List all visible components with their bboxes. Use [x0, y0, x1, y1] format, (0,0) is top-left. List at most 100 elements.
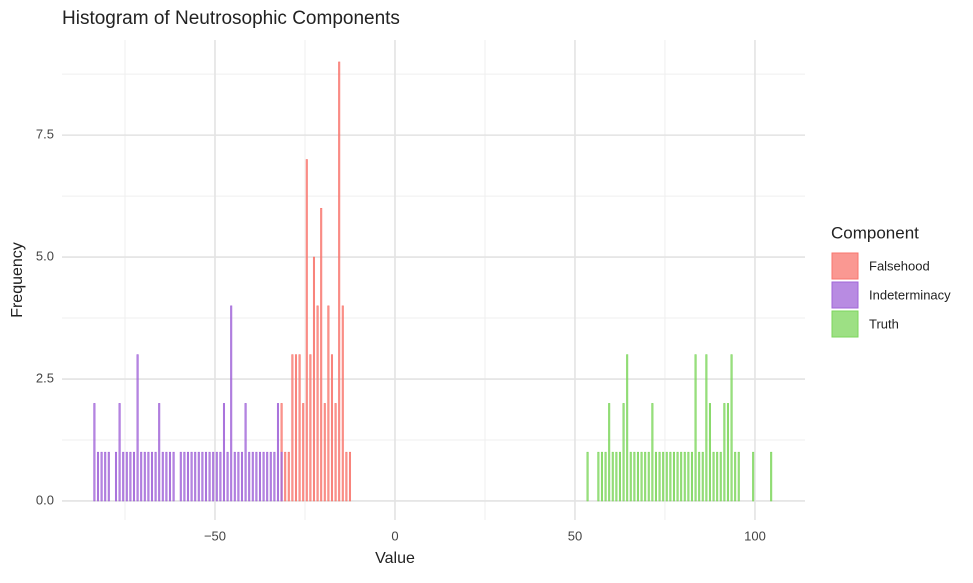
- bar: [201, 451, 204, 502]
- bar: [273, 451, 276, 502]
- legend-label: Truth: [869, 316, 899, 331]
- bar: [158, 403, 161, 502]
- bar: [204, 451, 208, 502]
- bar: [298, 354, 301, 502]
- x-tick-label: 50: [568, 528, 582, 543]
- bar: [96, 451, 100, 502]
- bar: [716, 451, 719, 502]
- chart-title: Histogram of Neutrosophic Components: [62, 8, 400, 29]
- bar: [719, 451, 722, 502]
- bar: [194, 451, 197, 502]
- x-tick-label: 100: [744, 528, 766, 543]
- bar: [676, 451, 679, 502]
- bar: [255, 451, 258, 502]
- y-tick-label: 2.5: [36, 370, 54, 385]
- bar: [312, 256, 316, 502]
- bar: [636, 451, 639, 502]
- bar: [280, 451, 283, 502]
- bar: [140, 451, 143, 502]
- bar: [626, 354, 629, 502]
- bar: [672, 451, 675, 502]
- bar: [611, 451, 614, 502]
- bar: [662, 451, 665, 502]
- bar: [287, 451, 290, 502]
- bar: [302, 403, 305, 502]
- bar: [316, 305, 319, 502]
- legend-key: [831, 281, 859, 309]
- bar: [222, 403, 226, 502]
- bar: [212, 451, 215, 502]
- bar: [348, 451, 352, 502]
- bar: [244, 403, 247, 502]
- bar: [136, 354, 139, 502]
- bar: [708, 403, 711, 502]
- bar: [122, 451, 125, 502]
- x-tick-label: 0: [391, 528, 398, 543]
- bar: [291, 354, 294, 502]
- bar: [294, 354, 298, 502]
- y-tick-label: 0.0: [36, 492, 54, 507]
- bar: [143, 451, 146, 502]
- bar: [658, 451, 661, 502]
- bar: [233, 451, 236, 502]
- bar: [608, 403, 611, 502]
- bar: [323, 403, 326, 502]
- bar: [172, 451, 175, 502]
- bar: [705, 354, 708, 502]
- bar: [240, 451, 244, 502]
- bar: [615, 451, 618, 502]
- bar: [161, 451, 164, 502]
- bar: [629, 451, 632, 502]
- bar: [147, 451, 150, 502]
- bar: [586, 451, 589, 502]
- bar: [669, 451, 672, 502]
- bar: [737, 451, 740, 502]
- bar: [622, 403, 625, 502]
- bar: [226, 451, 229, 502]
- bar: [309, 354, 312, 502]
- bar: [230, 305, 233, 502]
- legend-title: Component: [831, 223, 919, 242]
- bar: [680, 451, 683, 502]
- bar: [107, 451, 110, 502]
- bar: [219, 451, 222, 502]
- bar: [197, 451, 200, 502]
- legend-label: Falsehood: [869, 258, 930, 273]
- bar: [726, 403, 729, 502]
- legend-key: [831, 310, 859, 338]
- legend-key: [831, 252, 859, 280]
- bar: [150, 451, 154, 502]
- bar: [104, 451, 107, 502]
- y-axis-label: Frequency: [9, 242, 26, 318]
- bar: [640, 451, 643, 502]
- bar: [651, 403, 654, 502]
- x-tick-label: −50: [204, 528, 226, 543]
- y-tick-label: 5.0: [36, 249, 54, 264]
- bar: [237, 451, 240, 502]
- bar: [118, 403, 121, 502]
- bar: [345, 451, 348, 502]
- bar: [165, 451, 168, 502]
- bar: [284, 451, 287, 502]
- bar: [712, 451, 715, 502]
- bar: [600, 451, 603, 502]
- bar: [179, 451, 182, 502]
- bar: [330, 354, 334, 502]
- legend-label: Indeterminacy: [869, 287, 951, 302]
- bar: [327, 305, 330, 502]
- bar: [125, 451, 128, 502]
- bar: [698, 451, 701, 502]
- y-tick-label: 7.5: [36, 127, 54, 142]
- bar: [618, 451, 621, 502]
- bar: [644, 451, 647, 502]
- bar: [730, 354, 733, 502]
- bar: [734, 451, 737, 502]
- bar: [276, 403, 280, 502]
- bar: [701, 451, 704, 502]
- bar: [154, 451, 157, 502]
- bar: [183, 451, 186, 502]
- bar: [647, 451, 650, 502]
- bar: [251, 451, 254, 502]
